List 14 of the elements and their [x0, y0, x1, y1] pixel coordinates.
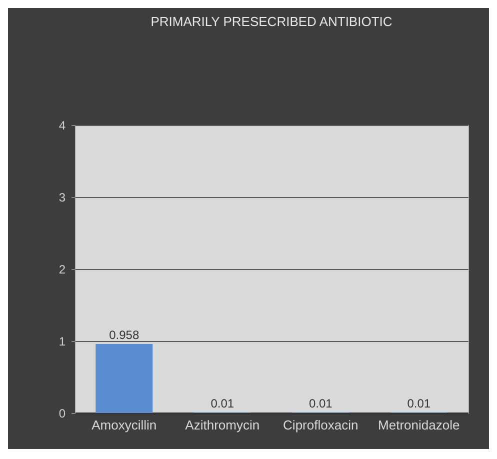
y-tick-label: 0 — [58, 406, 66, 420]
y-tick-label: 2 — [58, 262, 66, 276]
chart-title: PRIMARILY PRESECRIBED ANTIBIOTIC — [150, 14, 392, 29]
x-tick-label: Amoxycillin — [92, 418, 157, 432]
x-tick-label: Metronidazole — [378, 418, 460, 432]
data-label: 0.01 — [308, 396, 333, 410]
y-tick-label: 1 — [58, 334, 66, 348]
x-tick-label: Ciprofloxacin — [283, 418, 358, 432]
data-label: 0.958 — [109, 328, 140, 342]
y-tick-label: 3 — [58, 190, 66, 204]
data-label: 0.01 — [210, 396, 234, 410]
y-tick-label: 4 — [58, 118, 66, 132]
x-tick-label: Azithromycin — [185, 418, 260, 432]
data-label: 0.01 — [407, 396, 431, 410]
